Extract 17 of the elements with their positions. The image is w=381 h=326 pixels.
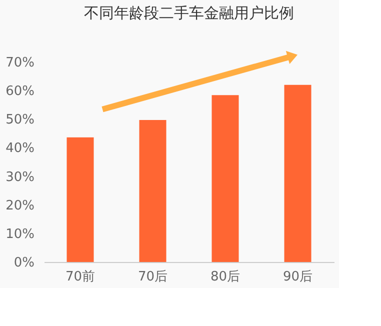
x-tick-label: 70前 [65, 270, 96, 284]
bar [212, 95, 239, 262]
x-tick-label: 80后 [210, 270, 240, 284]
bar [139, 120, 166, 262]
x-tick-label: 70后 [138, 270, 168, 284]
y-tick-label: 0% [14, 256, 34, 270]
bar [66, 137, 94, 262]
y-tick-label: 60% [6, 84, 34, 100]
y-tick-label: 40% [6, 141, 34, 156]
x-tick-label: 90后 [282, 270, 313, 284]
y-tick-label: 20% [6, 198, 34, 214]
y-tick-label: 50% [6, 112, 34, 128]
y-tick-label: 70% [6, 56, 34, 70]
bar [284, 84, 312, 262]
y-tick-label: 30% [6, 170, 34, 185]
chart-title: 不同年龄段二手车金融用户比例 [84, 4, 294, 22]
y-tick-label: 10% [6, 226, 34, 242]
